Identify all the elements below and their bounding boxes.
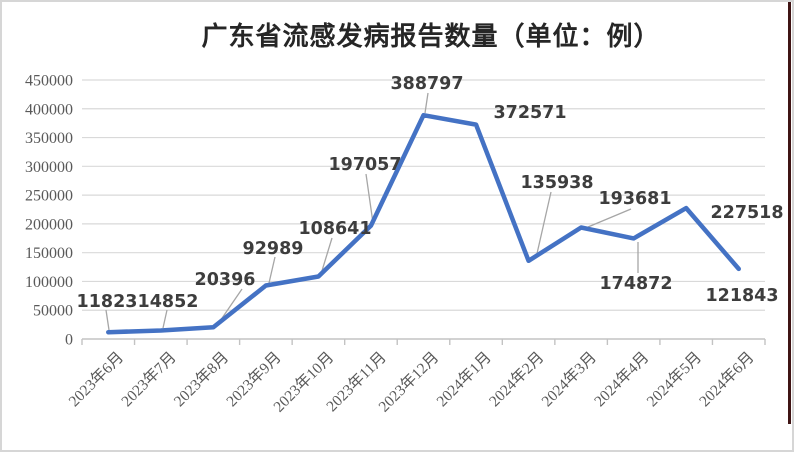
y-tick-label: 50000 bbox=[33, 303, 73, 320]
x-tick-label: 2024年3月 bbox=[538, 348, 600, 410]
label-leader-line bbox=[424, 92, 429, 114]
data-label: 197057 bbox=[328, 155, 401, 175]
y-tick-label: 200000 bbox=[25, 216, 73, 233]
label-leader-line bbox=[105, 309, 110, 331]
data-label: 92989 bbox=[243, 239, 304, 259]
y-tick-label: 250000 bbox=[25, 188, 73, 205]
x-tick-label: 2023年8月 bbox=[170, 348, 232, 410]
data-label: 135938 bbox=[520, 173, 593, 193]
data-label: 193681 bbox=[598, 189, 671, 209]
data-label: 372571 bbox=[493, 103, 566, 123]
data-label: 121843 bbox=[705, 286, 778, 306]
data-label: 227518 bbox=[710, 203, 783, 223]
x-tick-label: 2023年7月 bbox=[118, 348, 180, 410]
data-label: 20396 bbox=[195, 270, 256, 290]
data-label: 14852 bbox=[138, 292, 199, 312]
label-leader-line bbox=[320, 237, 333, 275]
y-tick-label: 350000 bbox=[25, 130, 73, 147]
x-tick-label: 2024年4月 bbox=[590, 348, 652, 410]
y-tick-label: 100000 bbox=[25, 274, 73, 291]
y-tick-label: 0 bbox=[65, 332, 73, 349]
x-tick-label: 2024年5月 bbox=[643, 348, 705, 410]
series-line bbox=[106, 112, 741, 335]
x-tick-label: 2023年6月 bbox=[65, 348, 127, 410]
document-cell-border bbox=[788, 2, 791, 424]
x-tick-label: 2024年1月 bbox=[433, 348, 495, 410]
data-label: 174872 bbox=[599, 274, 672, 294]
label-leader-line bbox=[268, 256, 276, 284]
data-label: 11823 bbox=[77, 292, 138, 312]
label-leader-line bbox=[535, 191, 552, 259]
data-label: 388797 bbox=[390, 74, 463, 94]
y-tick-label: 400000 bbox=[25, 101, 73, 118]
chart-title: 广东省流感发病报告数量（单位：例） bbox=[201, 22, 661, 51]
label-leader-line bbox=[365, 173, 374, 224]
label-leader-line bbox=[162, 309, 168, 329]
y-tick-label: 450000 bbox=[25, 73, 73, 90]
label-leader-line bbox=[587, 208, 632, 228]
y-tick-label: 300000 bbox=[25, 159, 73, 176]
x-tick-label: 2024年2月 bbox=[485, 348, 547, 410]
data-label: 108641 bbox=[298, 219, 371, 239]
y-tick-label: 150000 bbox=[25, 245, 73, 262]
x-tick-label: 2024年6月 bbox=[695, 348, 757, 410]
